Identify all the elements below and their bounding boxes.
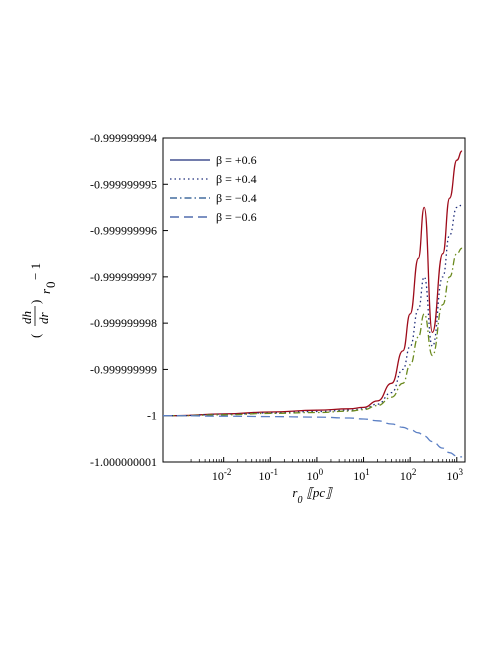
y-axis-title-subsubscript: 0: [43, 282, 58, 289]
y-axis-title-suffix: − 1: [28, 263, 43, 280]
x-axis-title-sub: 0: [297, 495, 302, 506]
legend-label-0: β = +0.6: [216, 153, 257, 167]
x-tick-label: 101: [353, 467, 370, 483]
series-line-2: [163, 247, 463, 417]
y-tick-label: -1.000000001: [90, 455, 157, 469]
y-tick-label: -0.999999994: [90, 131, 157, 145]
y-axis-title: ( dh dr ) r 0 − 1: [19, 263, 58, 338]
legend-label-3: β = −0.6: [216, 210, 257, 224]
x-tick-label: 102: [400, 467, 417, 483]
y-tick-label: -0.999999996: [90, 224, 157, 238]
x-tick-exponent: 2: [412, 467, 417, 477]
x-axis-title: r0 ⟦pc⟧: [292, 485, 333, 506]
series-line-1: [163, 204, 463, 417]
x-tick-base: 10: [307, 469, 319, 483]
plot-frame: [162, 137, 466, 463]
y-axis-title-open-paren: (: [28, 334, 43, 338]
y-tick-label: -0.999999997: [90, 270, 157, 284]
legend: β = +0.6 β = +0.4 β = −0.4 β = −0.6: [170, 153, 257, 224]
x-tick-base: 10: [212, 469, 224, 483]
legend-label-1: β = +0.4: [216, 172, 257, 186]
x-tick-base: 10: [447, 469, 459, 483]
x-tick-base: 10: [400, 469, 412, 483]
series-line-0: [163, 150, 463, 417]
x-tick-base: 10: [353, 469, 365, 483]
y-tick-label: -0.999999995: [90, 177, 157, 191]
x-axis-title-unit: ⟦pc⟧: [306, 485, 333, 500]
x-tick-base: 10: [259, 469, 271, 483]
y-axis-title-numerator: dh: [19, 311, 34, 324]
y-tick-label: -1: [147, 409, 157, 423]
x-tick-exponent: -2: [224, 467, 232, 477]
series-layer: [163, 150, 463, 458]
y-axis-ticks: -0.999999994 -0.999999995 -0.999999996 -0.9…: [90, 131, 168, 469]
x-tick-exponent: 0: [319, 467, 324, 477]
x-tick-exponent: 3: [459, 467, 464, 477]
y-tick-label: -0.999999998: [90, 316, 157, 330]
x-tick-label: 10-2: [212, 467, 232, 483]
y-tick-label: -0.999999999: [90, 362, 157, 376]
x-tick-label: 103: [447, 467, 464, 483]
series-line-3: [163, 415, 463, 458]
legend-label-2: β = −0.4: [216, 191, 257, 205]
y-axis-title-denominator: dr: [36, 312, 51, 325]
x-tick-label: 10-1: [259, 467, 279, 483]
x-tick-exponent: 1: [365, 467, 370, 477]
x-axis-ticks: 10-2 10-1 100 101 102 103: [190, 457, 464, 483]
x-tick-exponent: -1: [271, 467, 279, 477]
x-axis-title-main: r: [292, 485, 298, 500]
y-axis-title-subscript: r: [38, 288, 53, 294]
y-axis-title-close-paren: ): [28, 300, 43, 304]
x-tick-label: 100: [307, 467, 324, 483]
